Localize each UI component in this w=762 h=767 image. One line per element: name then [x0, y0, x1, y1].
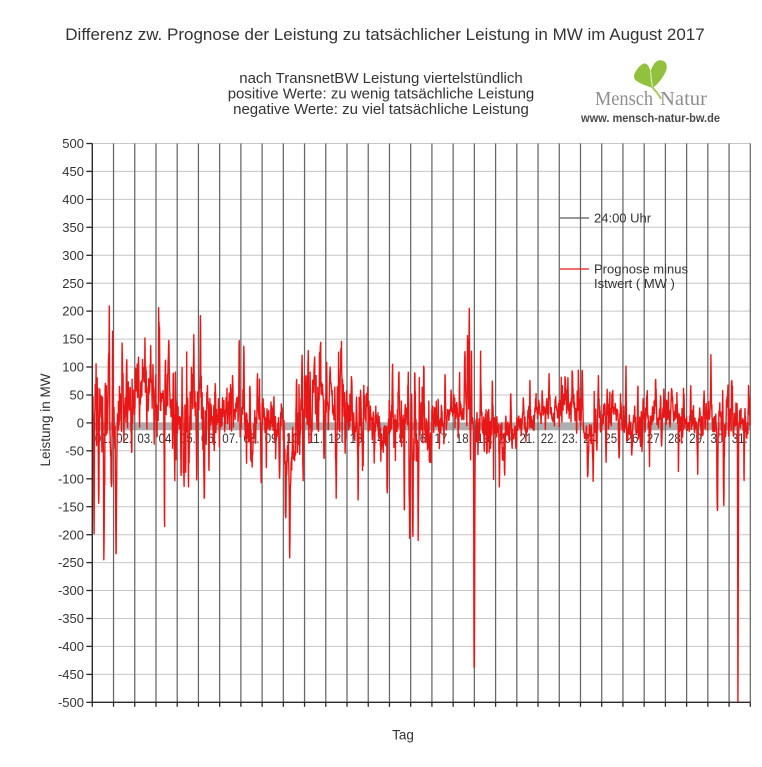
svg-text:150: 150	[62, 332, 84, 347]
svg-text:03.: 03.	[137, 431, 153, 446]
svg-text:250: 250	[62, 276, 84, 291]
svg-text:0: 0	[77, 416, 84, 431]
svg-text:Natur: Natur	[660, 88, 707, 110]
svg-text:negative Werte: zu viel tatsäc: negative Werte: zu viel tatsächliche Lei…	[233, 101, 529, 118]
svg-text:-100: -100	[58, 471, 84, 486]
svg-text:www. mensch-natur-bw.de: www. mensch-natur-bw.de	[580, 111, 720, 125]
svg-text:25.: 25.	[604, 431, 620, 446]
svg-text:400: 400	[62, 192, 84, 207]
svg-text:Istwert ( MW ): Istwert ( MW )	[594, 276, 675, 291]
svg-text:-150: -150	[58, 499, 84, 514]
svg-text:-450: -450	[58, 667, 84, 682]
svg-text:450: 450	[62, 164, 84, 179]
svg-text:350: 350	[62, 220, 84, 235]
svg-text:-50: -50	[65, 443, 84, 458]
svg-text:Differenz zw. Prognose der Lei: Differenz zw. Prognose der Leistung zu t…	[65, 25, 704, 44]
svg-text:Tag: Tag	[392, 728, 414, 743]
svg-text:Prognose minus: Prognose minus	[594, 262, 688, 277]
svg-text:28.: 28.	[668, 431, 684, 446]
svg-text:300: 300	[62, 248, 84, 263]
svg-text:-300: -300	[58, 583, 84, 598]
svg-text:24:00 Uhr: 24:00 Uhr	[594, 211, 652, 226]
svg-text:-400: -400	[58, 639, 84, 654]
svg-text:04.: 04.	[159, 431, 175, 446]
svg-text:Leistung in MW: Leistung in MW	[38, 373, 53, 466]
svg-text:500: 500	[62, 136, 84, 151]
svg-text:18.: 18.	[456, 431, 472, 446]
svg-text:Mensch: Mensch	[595, 88, 653, 110]
svg-text:-500: -500	[58, 695, 84, 710]
svg-text:200: 200	[62, 304, 84, 319]
svg-text:-200: -200	[58, 527, 84, 542]
svg-text:-350: -350	[58, 611, 84, 626]
svg-text:07.: 07.	[222, 431, 238, 446]
svg-text:21.: 21.	[519, 431, 535, 446]
svg-text:nach TransnetBW Leistung viert: nach TransnetBW Leistung viertelstündlic…	[239, 70, 522, 87]
svg-text:23.: 23.	[562, 431, 578, 446]
svg-text:50: 50	[70, 388, 84, 403]
svg-text:positive Werte: zu wenig tatsä: positive Werte: zu wenig tatsächliche Le…	[228, 86, 535, 103]
svg-text:22.: 22.	[541, 431, 557, 446]
svg-text:-250: -250	[58, 555, 84, 570]
svg-text:27.: 27.	[647, 431, 663, 446]
svg-text:100: 100	[62, 360, 84, 375]
svg-text:17.: 17.	[435, 431, 451, 446]
